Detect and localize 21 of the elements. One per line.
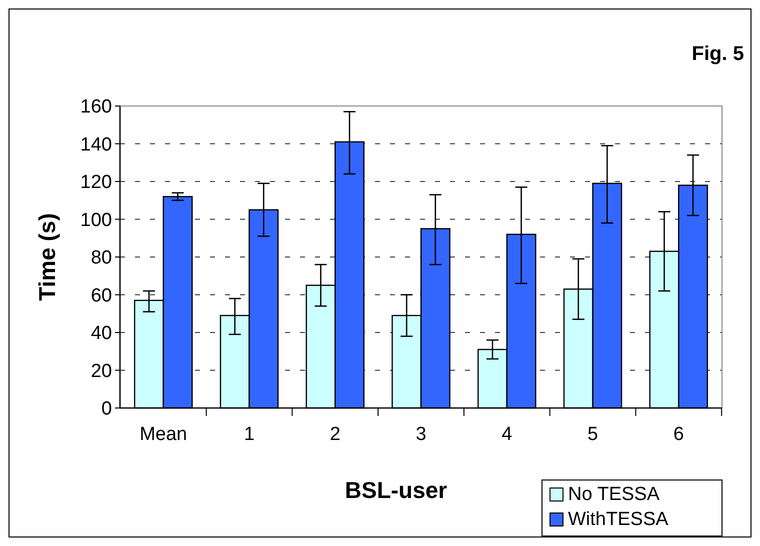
y-tick-label: 100: [80, 210, 112, 231]
y-tick-label: 40: [90, 323, 112, 344]
x-tick-label: 4: [502, 424, 513, 445]
y-tick-label: 0: [101, 398, 112, 420]
legend-label: WithTESSA: [568, 509, 669, 530]
y-tick-label: 60: [90, 285, 112, 306]
x-tick-label: 6: [673, 424, 684, 445]
x-tick-label: 1: [244, 424, 255, 445]
chart-title: Fig. 5: [692, 43, 744, 65]
y-tick-label: 80: [90, 248, 112, 269]
legend-label: No TESSA: [568, 484, 660, 505]
x-tick-label: 5: [587, 424, 598, 445]
x-tick-label: 2: [330, 424, 340, 445]
y-tick-label: 140: [80, 134, 112, 156]
x-tick-label: 3: [416, 424, 426, 445]
x-axis-title: BSL-user: [344, 477, 448, 503]
y-tick-label: 20: [90, 360, 112, 382]
y-tick-label: 120: [80, 172, 112, 194]
y-axis-title: Time (s): [34, 213, 60, 301]
y-tick-label: 160: [80, 96, 112, 118]
x-tick-label: Mean: [140, 424, 188, 445]
